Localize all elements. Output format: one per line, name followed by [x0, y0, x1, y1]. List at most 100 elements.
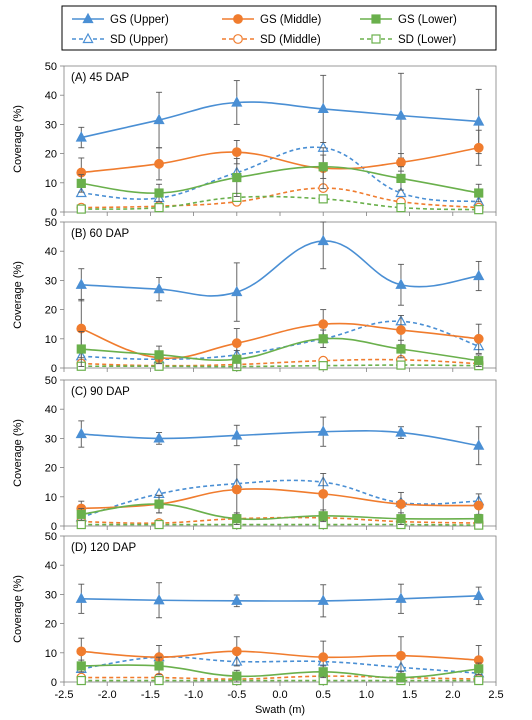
y-tick-label: 10: [45, 178, 57, 190]
data-point: [318, 162, 328, 172]
series-line: [81, 364, 479, 368]
y-axis-title: Coverage (%): [12, 419, 24, 487]
data-point: [231, 646, 242, 657]
data-point: [474, 664, 484, 674]
data-point: [75, 131, 87, 142]
series: [75, 72, 485, 159]
data-point: [76, 509, 86, 519]
legend-marker: [233, 34, 243, 44]
series-line: [81, 320, 479, 361]
legend-label: SD (Middle): [260, 34, 321, 46]
data-point: [396, 514, 406, 524]
y-tick-label: 50: [45, 217, 57, 229]
y-tick-label: 20: [45, 463, 57, 475]
data-point: [76, 661, 86, 671]
series-line: [81, 503, 479, 521]
data-point: [318, 194, 328, 204]
data-point: [75, 278, 87, 289]
data-point: [396, 325, 406, 335]
y-tick-label: 0: [51, 521, 57, 533]
legend-item: GS (Upper): [72, 12, 169, 26]
legend-item: SD (Upper): [72, 32, 168, 46]
data-point: [232, 671, 242, 681]
y-tick-label: 0: [51, 207, 57, 219]
legend-marker: [233, 14, 243, 24]
y-tick-label: 20: [45, 305, 57, 317]
legend-item: SD (Lower): [360, 34, 456, 46]
y-tick-label: 30: [45, 119, 57, 131]
legend-label: SD (Upper): [110, 34, 168, 46]
series: [76, 154, 484, 203]
y-axis-title: Coverage (%): [12, 261, 24, 329]
series-line: [81, 146, 479, 174]
y-axis-title: Coverage (%): [12, 105, 24, 173]
y-tick-label: 10: [45, 648, 57, 660]
data-point: [232, 172, 242, 183]
x-tick-label: 1.5: [402, 689, 417, 701]
data-point: [395, 426, 407, 437]
data-point: [153, 432, 165, 443]
data-point: [473, 439, 485, 450]
y-tick-label: 0: [51, 363, 57, 375]
legend-item: SD (Middle): [222, 34, 321, 46]
y-tick-label: 50: [45, 61, 57, 73]
data-point: [154, 203, 164, 213]
data-point: [474, 188, 484, 198]
plot-area: [63, 379, 497, 527]
panel-label: (C) 90 DAP: [71, 386, 130, 398]
legend-item: GS (Middle): [222, 14, 322, 26]
data-point: [396, 157, 406, 168]
legend-label: GS (Lower): [398, 14, 457, 26]
data-point: [154, 675, 164, 686]
data-point: [396, 360, 406, 370]
panel: 0 10 20 30 40 50 Coverage (%) (D) 120 DAP: [12, 531, 497, 689]
y-tick-label: 50: [45, 531, 57, 543]
data-point: [396, 673, 406, 683]
series-line: [81, 595, 479, 602]
panel-label: (B) 60 DAP: [71, 228, 129, 240]
data-point: [395, 109, 407, 120]
data-point: [153, 282, 165, 294]
legend-marker: [371, 14, 381, 24]
data-point: [317, 102, 329, 114]
data-point: [153, 113, 165, 125]
y-tick-label: 40: [45, 246, 57, 258]
data-point: [474, 356, 484, 366]
data-point: [231, 429, 243, 440]
data-point: [317, 594, 329, 605]
data-point: [473, 333, 484, 344]
data-point: [153, 593, 165, 605]
plot-area: [63, 535, 497, 683]
series-line: [81, 337, 479, 362]
data-point: [76, 646, 87, 657]
data-point: [318, 652, 329, 663]
data-point: [154, 499, 164, 509]
data-point: [474, 205, 484, 215]
legend-marker: [371, 34, 381, 44]
y-tick-label: 20: [45, 149, 57, 161]
data-point: [231, 484, 242, 495]
x-axis-title: Swath (m): [255, 704, 305, 716]
y-tick-label: 10: [45, 492, 57, 504]
data-point: [474, 675, 484, 686]
y-tick-label: 40: [45, 404, 57, 416]
x-tick-label: 2.0: [445, 689, 460, 701]
x-tick-label: 0.5: [316, 689, 331, 701]
data-point: [231, 594, 243, 605]
panel: 0 10 20 30 40 50 Coverage (%) (A) 45 DAP: [12, 61, 497, 219]
x-tick-label: 0.0: [272, 689, 287, 701]
data-point: [318, 334, 328, 344]
legend-marker: [82, 32, 94, 44]
series-line: [81, 165, 479, 194]
x-tick-label: -2.5: [55, 689, 74, 701]
panel: 0 10 20 30 40 50 Coverage (%) (B) 60 DAP: [12, 217, 497, 375]
legend-label: GS (Middle): [260, 14, 322, 26]
data-point: [318, 511, 328, 521]
data-point: [75, 427, 87, 439]
y-tick-label: 30: [45, 433, 57, 445]
data-point: [396, 499, 406, 510]
y-tick-label: 40: [45, 90, 57, 102]
data-point: [395, 592, 407, 603]
series: [75, 582, 485, 619]
